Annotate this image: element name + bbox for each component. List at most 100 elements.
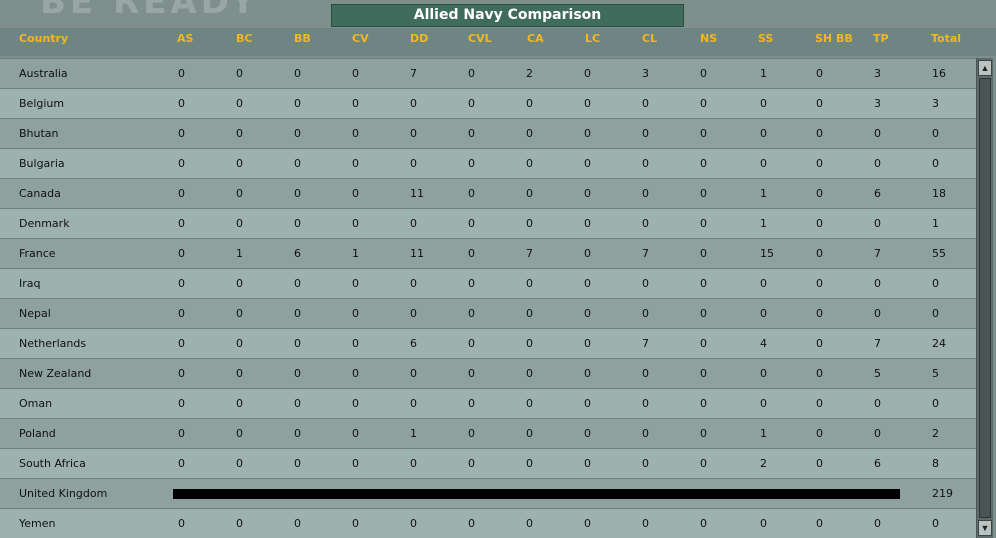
table-cell: 7 bbox=[526, 247, 533, 260]
table-cell: 0 bbox=[642, 427, 649, 440]
table-cell: 0 bbox=[760, 397, 767, 410]
table-cell: 0 bbox=[526, 397, 533, 410]
table-cell: 0 bbox=[468, 187, 475, 200]
table-cell: 0 bbox=[642, 307, 649, 320]
table-cell: 0 bbox=[294, 187, 301, 200]
window-title: Allied Navy Comparison bbox=[331, 4, 684, 27]
table-row[interactable]: Yemen 0 0 0 0 0 0 0 0 0 0 0 0 0 0 bbox=[0, 508, 976, 538]
table-cell: 0 bbox=[700, 217, 707, 230]
column-header-ca[interactable]: CA bbox=[527, 32, 544, 45]
table-cell: 0 bbox=[700, 517, 707, 530]
table-cell: 0 bbox=[700, 187, 707, 200]
table-cell: 0 bbox=[584, 277, 591, 290]
table-cell: 0 bbox=[816, 217, 823, 230]
column-header-cl[interactable]: CL bbox=[642, 32, 658, 45]
table-cell: 0 bbox=[178, 247, 185, 260]
table-row[interactable]: Poland 0 0 0 0 1 0 0 0 0 0 1 0 0 2 bbox=[0, 418, 976, 448]
column-header-ns[interactable]: NS bbox=[700, 32, 718, 45]
table-cell: 0 bbox=[352, 187, 359, 200]
table-cell: 0 bbox=[236, 127, 243, 140]
table-cell: 0 bbox=[874, 157, 881, 170]
column-header-tp[interactable]: TP bbox=[873, 32, 889, 45]
table-cell: 0 bbox=[526, 97, 533, 110]
table-cell: 24 bbox=[932, 337, 946, 350]
table-cell: 0 bbox=[468, 457, 475, 470]
table-cell: 0 bbox=[178, 127, 185, 140]
country-name: Denmark bbox=[19, 217, 70, 230]
table-cell: 0 bbox=[760, 277, 767, 290]
table-cell: 0 bbox=[932, 277, 939, 290]
table-cell: 0 bbox=[584, 397, 591, 410]
table-row[interactable]: Oman 0 0 0 0 0 0 0 0 0 0 0 0 0 0 bbox=[0, 388, 976, 418]
column-header-ss[interactable]: SS bbox=[758, 32, 774, 45]
column-header-sh-bb[interactable]: SH BB bbox=[815, 32, 853, 45]
scroll-thumb[interactable] bbox=[979, 78, 991, 518]
table-cell: 2 bbox=[526, 67, 533, 80]
column-header-bb[interactable]: BB bbox=[294, 32, 311, 45]
table-row[interactable]: Canada 0 0 0 0 11 0 0 0 0 0 1 0 6 18 bbox=[0, 178, 976, 208]
table-cell: 0 bbox=[410, 367, 417, 380]
table-cell: 8 bbox=[932, 457, 939, 470]
table-cell: 3 bbox=[642, 67, 649, 80]
table-cell: 0 bbox=[816, 97, 823, 110]
table-row[interactable]: Nepal 0 0 0 0 0 0 0 0 0 0 0 0 0 0 bbox=[0, 298, 976, 328]
table-cell: 1 bbox=[760, 187, 767, 200]
column-header-dd[interactable]: DD bbox=[410, 32, 429, 45]
table-row[interactable]: Belgium 0 0 0 0 0 0 0 0 0 0 0 0 3 3 bbox=[0, 88, 976, 118]
vertical-scrollbar[interactable]: ▲ ▼ bbox=[976, 58, 993, 538]
table-row[interactable]: Bhutan 0 0 0 0 0 0 0 0 0 0 0 0 0 0 bbox=[0, 118, 976, 148]
table-cell: 0 bbox=[816, 367, 823, 380]
table-cell: 0 bbox=[816, 457, 823, 470]
table-row[interactable]: South Africa 0 0 0 0 0 0 0 0 0 0 2 0 6 8 bbox=[0, 448, 976, 478]
column-header-as[interactable]: AS bbox=[177, 32, 194, 45]
table-cell: 0 bbox=[526, 277, 533, 290]
table-row[interactable]: Bulgaria 0 0 0 0 0 0 0 0 0 0 0 0 0 0 bbox=[0, 148, 976, 178]
table-cell: 3 bbox=[932, 97, 939, 110]
table-cell: 0 bbox=[236, 307, 243, 320]
table-cell: 1 bbox=[410, 427, 417, 440]
country-name: New Zealand bbox=[19, 367, 92, 380]
table-cell: 16 bbox=[932, 67, 946, 80]
table-cell: 0 bbox=[584, 457, 591, 470]
table-row[interactable]: Australia 0 0 0 0 7 0 2 0 3 0 1 0 3 16 bbox=[0, 58, 976, 88]
column-header-country[interactable]: Country bbox=[19, 32, 69, 45]
table-cell: 0 bbox=[410, 517, 417, 530]
table-cell: 1 bbox=[760, 67, 767, 80]
scroll-down-button[interactable]: ▼ bbox=[978, 520, 992, 536]
table-cell: 0 bbox=[874, 427, 881, 440]
navy-table: Australia 0 0 0 0 7 0 2 0 3 0 1 0 3 16 Belgium 0 0 0 0 0 0 0 0 0… bbox=[0, 58, 976, 538]
table-cell: 0 bbox=[468, 247, 475, 260]
table-row[interactable]: United Kingdom 219 bbox=[0, 478, 976, 508]
table-row[interactable]: Denmark 0 0 0 0 0 0 0 0 0 0 1 0 0 1 bbox=[0, 208, 976, 238]
table-cell: 7 bbox=[874, 247, 881, 260]
table-cell: 0 bbox=[584, 67, 591, 80]
table-cell: 0 bbox=[178, 187, 185, 200]
table-cell: 1 bbox=[760, 427, 767, 440]
table-cell: 0 bbox=[178, 427, 185, 440]
table-cell: 0 bbox=[178, 367, 185, 380]
table-cell: 0 bbox=[468, 427, 475, 440]
column-header-cv[interactable]: CV bbox=[352, 32, 369, 45]
country-name: Bulgaria bbox=[19, 157, 65, 170]
table-cell: 0 bbox=[352, 307, 359, 320]
scroll-up-button[interactable]: ▲ bbox=[978, 60, 992, 76]
table-row[interactable]: France 0 1 6 1 11 0 7 0 7 0 15 0 7 55 bbox=[0, 238, 976, 268]
table-cell: 0 bbox=[468, 337, 475, 350]
table-cell: 0 bbox=[178, 517, 185, 530]
column-header-lc[interactable]: LC bbox=[585, 32, 601, 45]
table-cell: 0 bbox=[932, 307, 939, 320]
column-header-bc[interactable]: BC bbox=[236, 32, 253, 45]
table-cell: 0 bbox=[468, 397, 475, 410]
table-cell: 0 bbox=[294, 457, 301, 470]
table-cell: 0 bbox=[526, 517, 533, 530]
table-cell: 0 bbox=[760, 367, 767, 380]
table-row[interactable]: New Zealand 0 0 0 0 0 0 0 0 0 0 0 0 5 5 bbox=[0, 358, 976, 388]
table-row[interactable]: Netherlands 0 0 0 0 6 0 0 0 7 0 4 0 7 24 bbox=[0, 328, 976, 358]
country-name: Bhutan bbox=[19, 127, 59, 140]
table-cell: 0 bbox=[294, 367, 301, 380]
table-cell: 0 bbox=[526, 457, 533, 470]
column-header-total[interactable]: Total bbox=[931, 32, 962, 45]
table-row[interactable]: Iraq 0 0 0 0 0 0 0 0 0 0 0 0 0 0 bbox=[0, 268, 976, 298]
column-header-cvl[interactable]: CVL bbox=[468, 32, 492, 45]
country-name: France bbox=[19, 247, 56, 260]
